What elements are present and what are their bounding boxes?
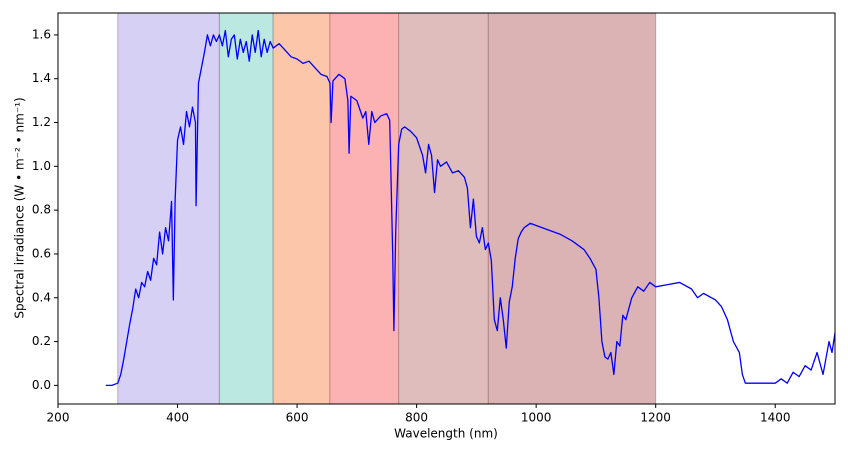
plot-frame — [57, 12, 836, 405]
y-tick-label: 1.6 — [32, 27, 51, 41]
y-tick-label: 0.0 — [32, 378, 51, 392]
y-tick-label: 0.8 — [32, 203, 51, 217]
y-tick-label: 1.2 — [32, 115, 51, 129]
y-tick-label: 0.4 — [32, 290, 51, 304]
y-axis-label: Spectral irradiance (W • m⁻² • nm⁻¹) — [13, 97, 27, 318]
x-tick-label: 400 — [166, 411, 189, 425]
band — [272, 12, 331, 405]
x-tick-label: 1400 — [760, 411, 791, 425]
band — [218, 12, 274, 405]
x-tick-label: 1000 — [521, 411, 552, 425]
x-tick-label: 800 — [405, 411, 428, 425]
band — [117, 12, 220, 405]
spectrum-line — [105, 29, 836, 387]
band — [398, 12, 489, 405]
x-tick-label: 1200 — [640, 411, 671, 425]
x-tick-label: 200 — [47, 411, 70, 425]
x-tick-label: 600 — [286, 411, 309, 425]
band — [487, 12, 657, 405]
x-axis-label: Wavelength (nm) — [394, 427, 498, 441]
y-tick-label: 1.0 — [32, 159, 51, 173]
y-tick-label: 0.2 — [32, 334, 51, 348]
band — [329, 12, 400, 405]
y-tick-label: 0.6 — [32, 246, 51, 260]
y-tick-label: 1.4 — [32, 71, 51, 85]
